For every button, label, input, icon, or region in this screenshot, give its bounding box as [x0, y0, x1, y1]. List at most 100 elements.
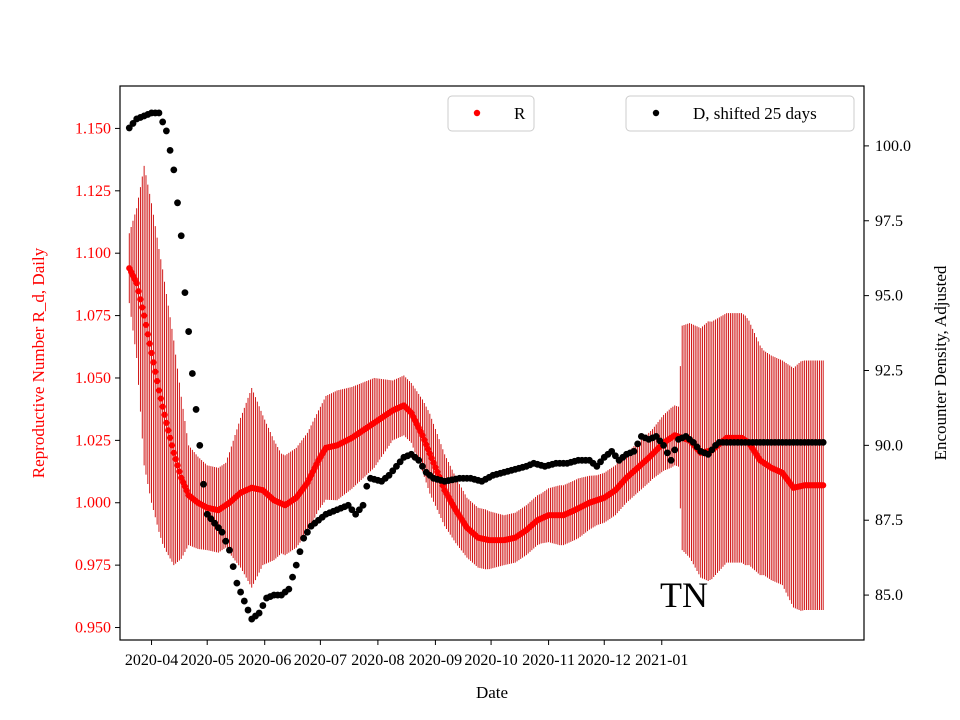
r-point: [820, 482, 827, 489]
left-y-tick-label: 1.125: [75, 183, 111, 200]
r-point: [165, 427, 172, 434]
d-point: [671, 446, 679, 454]
d-point: [396, 458, 404, 466]
x-tick-label: 2020-07: [294, 652, 347, 669]
r-point: [174, 462, 181, 469]
d-point: [192, 406, 200, 413]
d-point: [419, 462, 426, 470]
d-point: [630, 447, 638, 455]
r-point: [172, 455, 179, 463]
d-point: [200, 480, 207, 488]
d-point: [218, 528, 226, 536]
x-tick-label: 2021-01: [635, 652, 688, 669]
r-point: [137, 296, 144, 303]
left-y-tick-label: 1.050: [75, 370, 111, 387]
d-point: [289, 573, 296, 581]
r-point: [161, 411, 168, 418]
d-point: [196, 441, 204, 449]
right-y-tick-label: 97.5: [875, 213, 903, 230]
r-point: [146, 340, 153, 347]
d-point: [667, 456, 675, 464]
x-axis: 2020-04 2020-05 2020-06 2020-07 2020-08 2020-…: [125, 640, 688, 669]
legend-d: D, shifted 25 days: [625, 95, 855, 132]
right-y-tick-label: 92.5: [875, 362, 903, 379]
right-y-tick-label: 95.0: [875, 288, 903, 305]
d-point: [259, 602, 267, 609]
d-point: [174, 199, 181, 207]
d-point-group: [125, 109, 827, 623]
x-tick-label: 2020-10: [464, 652, 517, 669]
d-point: [285, 585, 293, 593]
x-tick-label: 2020-09: [409, 652, 462, 669]
d-point: [415, 456, 423, 464]
d-point: [704, 450, 712, 458]
d-point: [597, 458, 604, 466]
r-point: [141, 312, 148, 319]
left-y-tick-label: 1.025: [75, 432, 111, 449]
r-point: [176, 468, 183, 475]
r-point: [150, 359, 157, 366]
d-point: [222, 537, 230, 545]
d-point: [344, 501, 352, 509]
r-point: [157, 395, 164, 402]
left-y-axis: 0.950 0.975 1.000 1.025 1.050 1.075 1.100 1.125…: [75, 120, 120, 637]
d-point: [233, 579, 241, 587]
r-point: [133, 280, 140, 287]
d-point: [385, 471, 393, 479]
right-y-axis: 85.0 87.5 90.0 92.5 95.0 97.5 100.0: [864, 138, 911, 604]
d-point: [292, 561, 300, 569]
d-point: [229, 563, 237, 571]
d-point: [593, 462, 601, 470]
d-point: [155, 109, 163, 117]
left-y-tick-label: 0.975: [75, 557, 111, 574]
r-point-group: [126, 265, 827, 544]
r-point: [155, 387, 163, 394]
d-point: [363, 482, 371, 490]
plot-frame: [119, 85, 865, 641]
d-point: [656, 437, 664, 445]
r-point: [139, 304, 146, 311]
right-y-tick-label: 87.5: [875, 512, 903, 529]
legend-r-label: R: [514, 104, 526, 123]
r-point: [154, 377, 161, 385]
x-tick-label: 2020-11: [522, 652, 575, 669]
d-point: [296, 548, 304, 556]
d-point: [303, 528, 311, 536]
left-y-tick-label: 1.000: [75, 495, 111, 512]
d-point: [663, 449, 671, 457]
x-axis-label: Date: [476, 683, 508, 702]
x-tick-label: 2020-08: [351, 652, 404, 669]
legend-r-box: [447, 95, 535, 132]
r-point: [148, 349, 155, 357]
x-tick-label: 2020-06: [238, 652, 291, 669]
state-annotation: TN: [660, 575, 708, 615]
d-point: [708, 446, 716, 454]
legend-r: R: [447, 95, 535, 132]
d-point: [608, 447, 616, 455]
right-y-tick-label: 100.0: [875, 138, 911, 155]
d-point: [611, 452, 619, 460]
r-point: [166, 434, 174, 441]
legend-d-box: [625, 95, 855, 132]
left-y-tick-label: 1.100: [75, 245, 111, 262]
r-point: [163, 419, 170, 426]
d-point: [240, 597, 248, 605]
r-point: [168, 442, 176, 449]
d-point: [660, 441, 668, 449]
d-point: [211, 519, 219, 527]
d-point: [166, 146, 174, 154]
x-tick-label: 2020-05: [181, 652, 234, 669]
d-point: [237, 588, 244, 596]
d-point: [348, 506, 356, 514]
right-y-axis-label: Encounter Density, Adjusted: [931, 265, 950, 460]
d-point: [819, 438, 827, 446]
x-tick-label: 2020-12: [578, 652, 631, 669]
r-point: [170, 449, 177, 456]
legend-r-marker: [473, 109, 481, 117]
d-point: [203, 510, 211, 518]
d-point: [226, 546, 233, 554]
d-point: [177, 232, 185, 240]
r-point: [144, 331, 151, 338]
left-y-tick-label: 1.075: [75, 308, 111, 325]
